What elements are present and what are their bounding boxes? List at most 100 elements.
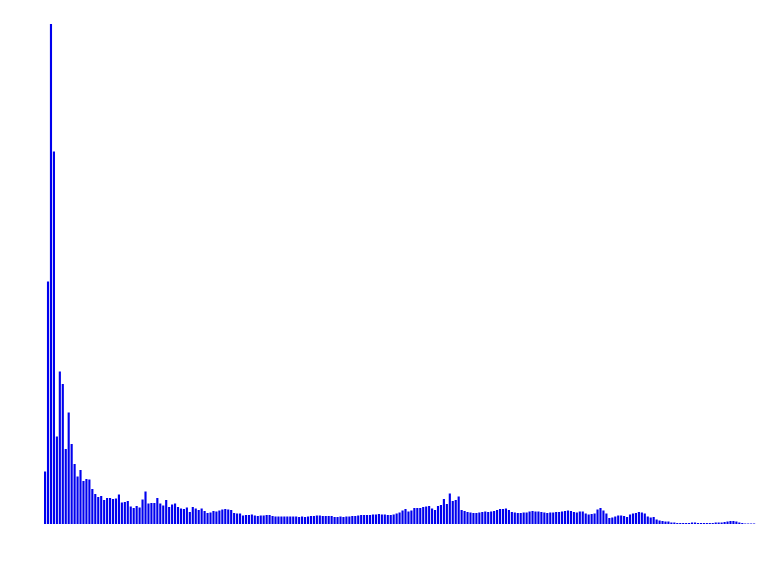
bar — [238, 513, 242, 524]
bar — [315, 515, 318, 524]
bar — [324, 516, 327, 524]
bar — [230, 510, 233, 524]
bar — [268, 515, 271, 524]
bar — [271, 516, 274, 524]
bar — [274, 516, 277, 524]
bar — [578, 511, 581, 524]
bar — [70, 444, 73, 524]
bar — [236, 513, 239, 524]
bar — [298, 517, 301, 524]
bar — [135, 506, 138, 524]
bar — [150, 503, 153, 524]
bar — [97, 497, 100, 524]
bar — [171, 504, 174, 524]
bar — [247, 515, 250, 524]
bar — [203, 511, 206, 524]
bar — [649, 517, 652, 524]
bar — [395, 513, 398, 524]
bar — [723, 522, 726, 524]
bar — [652, 517, 655, 524]
bar — [286, 516, 289, 524]
bar — [478, 512, 481, 524]
bar — [646, 516, 649, 524]
bar — [563, 511, 567, 524]
bar — [295, 516, 298, 524]
bar — [510, 512, 513, 524]
bar — [185, 507, 188, 524]
bar — [215, 511, 218, 524]
bar — [584, 513, 587, 524]
bar — [516, 513, 519, 524]
bar — [52, 151, 55, 524]
bar — [377, 514, 380, 524]
bar — [221, 509, 224, 524]
bar — [218, 510, 221, 524]
bar — [85, 479, 88, 524]
bar — [717, 522, 720, 524]
bar — [617, 515, 620, 524]
bar — [513, 512, 516, 524]
bar — [496, 510, 499, 524]
bar — [566, 510, 570, 524]
bar — [100, 496, 103, 524]
bar — [528, 511, 531, 524]
bar — [433, 510, 437, 524]
bar — [661, 521, 664, 524]
bar — [658, 520, 661, 524]
bar — [91, 489, 94, 524]
bar — [475, 513, 478, 524]
bar — [738, 522, 741, 524]
bar — [168, 507, 171, 524]
bar — [732, 521, 735, 524]
bar — [336, 517, 339, 524]
bar — [507, 510, 510, 524]
bar — [123, 502, 126, 524]
bar — [673, 522, 676, 524]
bar — [422, 507, 425, 524]
bar — [345, 516, 348, 524]
bar — [209, 512, 212, 524]
bar — [634, 513, 637, 524]
bar — [188, 512, 191, 524]
bar — [490, 511, 493, 524]
bar — [753, 523, 756, 524]
bar — [303, 517, 307, 524]
bar-series — [44, 24, 756, 524]
bar — [227, 509, 230, 524]
bar — [436, 506, 440, 524]
bar — [705, 523, 708, 524]
bar — [670, 522, 673, 524]
bar — [173, 503, 177, 524]
bar — [454, 500, 457, 524]
bar — [64, 449, 67, 524]
bar — [312, 516, 315, 524]
bar — [380, 514, 383, 524]
bar — [46, 281, 50, 524]
bar — [501, 509, 505, 524]
bar — [484, 511, 487, 524]
bar — [711, 523, 714, 524]
bar — [729, 521, 732, 524]
bar — [608, 518, 611, 524]
bar — [664, 521, 667, 524]
bar — [360, 515, 363, 524]
bar — [76, 476, 79, 524]
bar — [463, 511, 466, 524]
bar — [623, 516, 626, 524]
bar — [176, 507, 180, 524]
bar — [561, 511, 564, 524]
bar — [481, 512, 484, 524]
bar — [289, 516, 292, 524]
bar — [726, 521, 729, 524]
bar — [590, 514, 593, 524]
bar — [667, 521, 670, 524]
bar — [720, 522, 723, 524]
bar — [439, 505, 443, 524]
bar — [114, 498, 118, 524]
bar — [126, 501, 129, 524]
bar — [442, 499, 445, 524]
bar — [141, 499, 144, 524]
bar — [676, 523, 679, 524]
bar — [58, 371, 61, 524]
